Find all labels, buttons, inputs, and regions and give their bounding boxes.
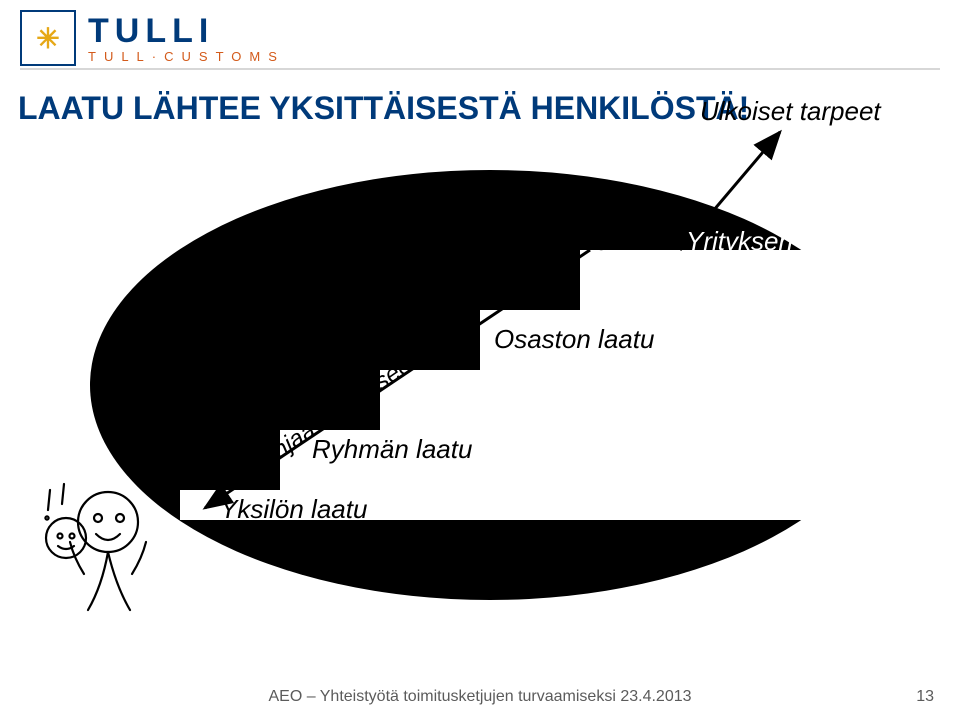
doodle-figures-icon bbox=[20, 458, 160, 618]
slide-title: LAATU LÄHTEE YKSITTÄISESTÄ HENKILÖSTÄ! bbox=[18, 90, 749, 127]
logo-subtitle: TULL·CUSTOMS bbox=[88, 49, 285, 64]
step-label: Yrityksen bbox=[686, 226, 793, 257]
step-label: Laatujärjestelmä bbox=[420, 226, 611, 257]
slide: ✳ TULLI TULL·CUSTOMS LAATU LÄHTEE YKSITT… bbox=[0, 0, 960, 718]
ulkoiset-label: Ulkoiset tarpeet bbox=[700, 96, 881, 127]
logo-text: TULLI TULL·CUSTOMS bbox=[88, 12, 285, 64]
logo-block: ✳ TULLI TULL·CUSTOMS bbox=[20, 10, 285, 66]
logo-title: TULLI bbox=[88, 12, 285, 51]
diagram-stage: Yksilön laatu Ryhmän laatu Osaston laatu La… bbox=[60, 150, 900, 620]
tulli-logo-glyph: ✳ bbox=[36, 22, 59, 55]
page-number: 13 bbox=[916, 688, 934, 706]
step-label: Yksilön laatu bbox=[220, 494, 367, 525]
step-label: Ryhmän laatu bbox=[312, 434, 472, 465]
tulli-logo-icon: ✳ bbox=[20, 10, 76, 66]
logo-rule bbox=[20, 68, 940, 70]
step-label: laatu bbox=[686, 258, 742, 289]
footer: AEO – Yhteistyötä toimitusketjujen turva… bbox=[0, 688, 960, 706]
footer-text: AEO – Yhteistyötä toimitusketjujen turva… bbox=[268, 688, 691, 705]
step-label: Osaston laatu bbox=[494, 324, 654, 355]
doodle-figures bbox=[20, 458, 160, 618]
